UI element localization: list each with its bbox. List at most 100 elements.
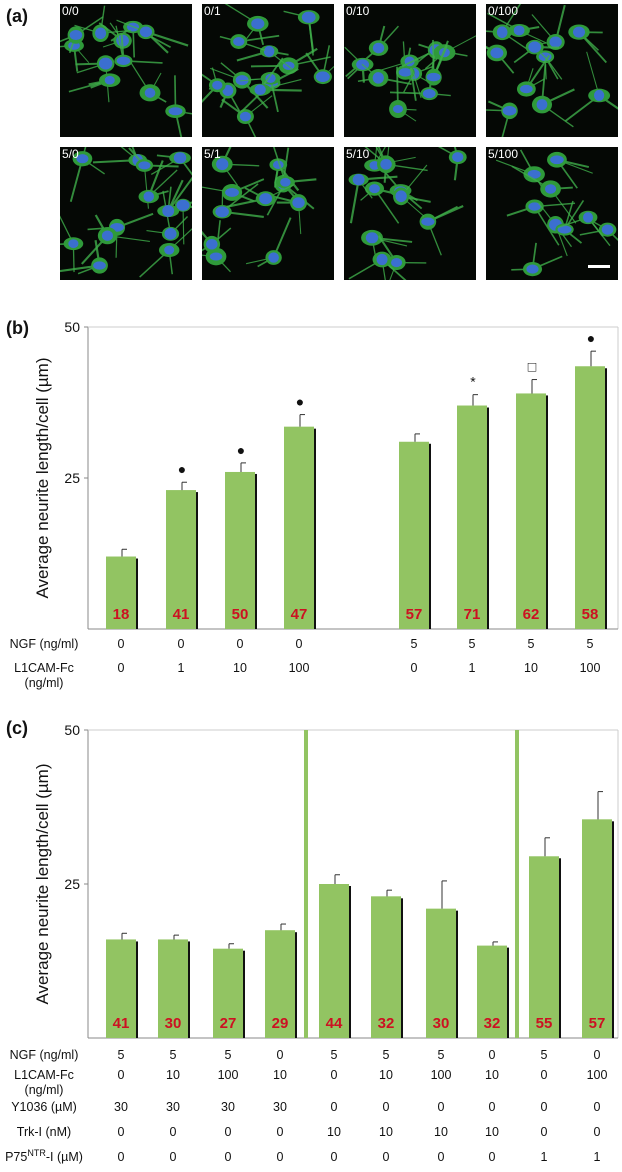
micrograph-5-10: 5/10 [344,147,476,280]
condition-value: 30 [114,1100,128,1114]
micrograph-label: 5/0 [62,147,79,161]
condition-value: 30 [221,1100,235,1114]
condition-value: 0 [118,1068,125,1082]
condition-value: 5 [541,1048,548,1062]
condition-value: 0 [331,1068,338,1082]
condition-value: 10 [379,1125,393,1139]
panel-label-b: (b) [6,318,29,338]
significance-marker: □ [528,359,537,375]
bar [265,930,295,1038]
condition-value: 1 [178,661,185,675]
y-tick-label: 50 [64,319,80,335]
condition-value: 0 [118,661,125,675]
n-label: 18 [113,606,130,623]
micrograph-label: 0/0 [62,4,79,18]
condition-value: 5 [438,1048,445,1062]
bar [477,945,507,1038]
group-divider [304,730,308,1038]
condition-label: (ng/ml) [25,676,64,690]
condition-value: 10 [327,1125,341,1139]
condition-value: 5 [469,637,476,651]
group-divider [515,730,519,1038]
micrograph-label: 0/1 [204,4,221,18]
y-axis-label: Average neurite length/cell (µm) [33,358,52,599]
condition-value: 0 [118,1125,125,1139]
n-label: 71 [464,606,481,623]
condition-value: 100 [218,1068,239,1082]
condition-value: 10 [379,1068,393,1082]
n-label: 41 [173,606,190,623]
condition-value: 0 [438,1150,445,1164]
micrograph-image [344,25,476,122]
bar [213,948,243,1038]
n-label: 58 [582,606,599,623]
condition-value: 10 [166,1068,180,1082]
n-label: 62 [523,606,540,623]
condition-label: (ng/ml) [25,1083,64,1097]
n-label: 47 [291,606,308,623]
condition-value: 0 [489,1150,496,1164]
condition-label: L1CAM-Fc [14,661,74,675]
condition-value: 10 [485,1125,499,1139]
significance-marker: ● [296,394,304,410]
condition-value: 30 [166,1100,180,1114]
condition-label: Y1036 (µM) [11,1100,77,1114]
bar [284,426,314,629]
condition-value: 0 [237,637,244,651]
bar [582,819,612,1038]
n-label: 32 [378,1015,395,1032]
condition-value: 0 [178,637,185,651]
condition-value: 5 [411,637,418,651]
micrograph-image [202,147,317,273]
condition-value: 10 [524,661,538,675]
bar [457,405,487,629]
condition-label: P75NTR-I (µM) [5,1148,83,1164]
condition-value: 5 [383,1048,390,1062]
condition-value: 0 [594,1125,601,1139]
bar [106,556,136,629]
condition-value: 5 [528,637,535,651]
condition-value: 30 [273,1100,287,1114]
significance-marker: ● [587,330,595,346]
micrograph-grid: 0/0 0/1 0/10 0/100 5/0 5/1 5/10 5/100 [60,4,618,280]
condition-value: 0 [383,1100,390,1114]
micrograph-5-100: 5/100 [486,147,618,280]
micrograph-image [495,149,618,277]
micrograph-image [60,147,192,278]
condition-value: 5 [170,1048,177,1062]
condition-value: 1 [594,1150,601,1164]
condition-value: 0 [296,637,303,651]
n-label: 32 [484,1015,501,1032]
condition-value: 100 [289,661,310,675]
condition-value: 0 [383,1150,390,1164]
condition-label: NGF (ng/ml) [10,1048,79,1062]
significance-marker: * [470,374,476,390]
micrograph-label: 5/1 [204,147,221,161]
bar [319,884,349,1038]
bar [371,896,401,1038]
y-tick-label: 25 [64,470,80,486]
condition-label: NGF (ng/ml) [10,637,79,651]
bar [225,471,255,629]
bar [166,490,196,629]
n-label: 57 [406,606,423,623]
significance-marker: ● [237,442,245,458]
condition-value: 5 [331,1048,338,1062]
condition-value: 0 [541,1100,548,1114]
condition-value: 10 [485,1068,499,1082]
condition-value: 10 [233,661,247,675]
condition-value: 0 [331,1150,338,1164]
bar [575,366,605,629]
bar [516,393,546,629]
micrograph-5-1: 5/1 [202,147,334,280]
condition-value: 0 [541,1068,548,1082]
condition-value: 10 [273,1068,287,1082]
n-label: 50 [232,606,249,623]
condition-value: 0 [170,1125,177,1139]
micrograph-image [486,4,618,137]
condition-value: 0 [594,1048,601,1062]
condition-value: 0 [438,1100,445,1114]
condition-value: 0 [277,1150,284,1164]
bar [426,908,456,1038]
